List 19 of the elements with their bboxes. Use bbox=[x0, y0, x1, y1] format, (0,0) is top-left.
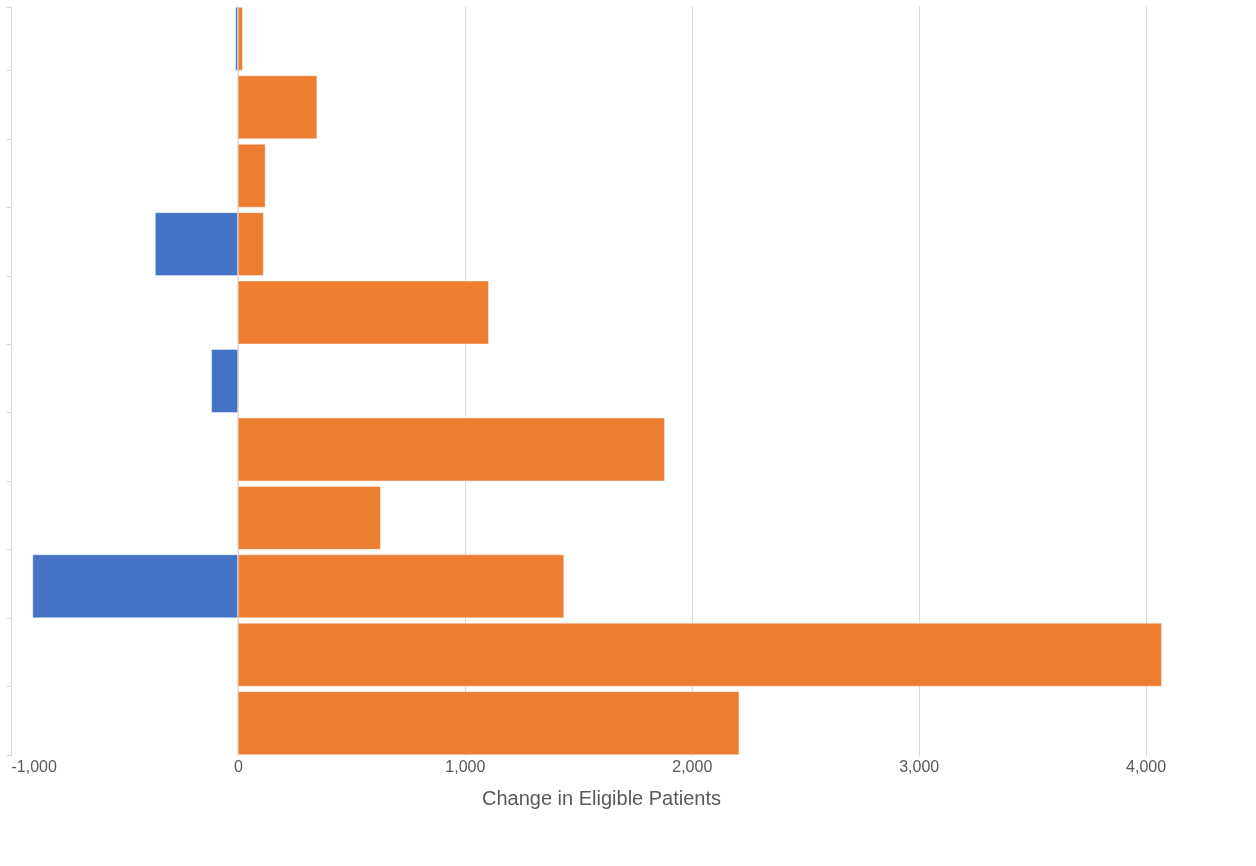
x-tick-label: 1,000 bbox=[445, 757, 486, 775]
bar bbox=[211, 349, 239, 413]
x-tick-label: 0 bbox=[233, 757, 243, 775]
x-tick-label: -1,000 bbox=[11, 757, 57, 775]
x-axis-title: Change in Eligible Patients bbox=[481, 786, 722, 809]
bar bbox=[237, 691, 740, 755]
bar bbox=[237, 554, 564, 618]
bar bbox=[155, 212, 239, 276]
bar bbox=[237, 212, 264, 276]
bar bbox=[237, 75, 318, 139]
bar bbox=[32, 554, 239, 618]
bar bbox=[237, 623, 1162, 687]
x-tick-label: 4,000 bbox=[1126, 757, 1167, 775]
bar bbox=[237, 144, 266, 208]
x-tick-label: 3,000 bbox=[899, 757, 940, 775]
bar bbox=[237, 417, 665, 482]
bar bbox=[237, 486, 381, 550]
x-tick-label: 2,000 bbox=[672, 757, 713, 775]
bar bbox=[237, 280, 489, 345]
